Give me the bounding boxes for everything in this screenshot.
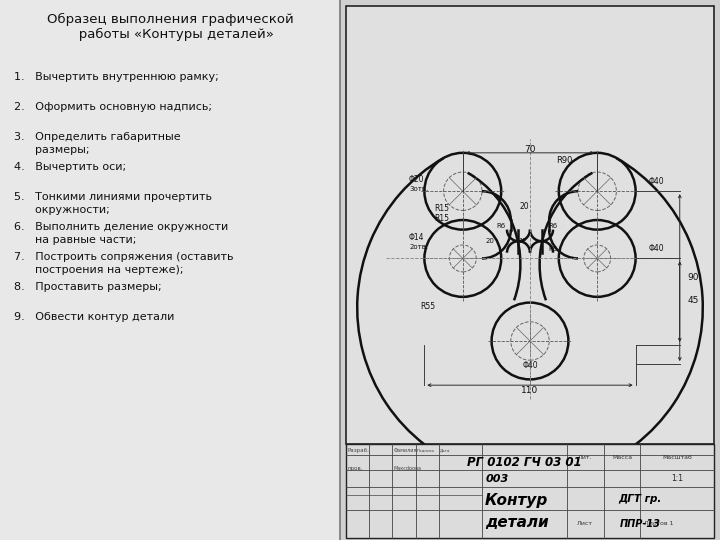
Text: РГ 0102 ГЧ 03 01: РГ 0102 ГЧ 03 01 — [467, 456, 582, 469]
Text: Φ40: Φ40 — [649, 244, 665, 253]
Text: 12: 12 — [518, 238, 527, 244]
Bar — [340, 0, 720, 540]
Text: Дата: Дата — [440, 449, 450, 453]
Text: 2.   Оформить основную надпись;: 2. Оформить основную надпись; — [14, 102, 212, 112]
Text: 9.   Обвести контур детали: 9. Обвести контур детали — [14, 312, 174, 322]
Text: 7.   Построить сопряжения (оставить
      построения на чертеже);: 7. Построить сопряжения (оставить постро… — [14, 252, 233, 275]
Text: Листов 1: Листов 1 — [644, 522, 673, 526]
Text: Φ20: Φ20 — [409, 175, 425, 184]
Text: 20: 20 — [485, 238, 494, 244]
Text: R90: R90 — [557, 156, 572, 165]
Text: R6: R6 — [497, 223, 506, 229]
Text: Φ14: Φ14 — [409, 233, 425, 242]
Bar — [346, 444, 714, 538]
Text: R15: R15 — [434, 214, 449, 222]
Text: Лист: Лист — [577, 522, 593, 526]
Text: R6: R6 — [549, 223, 558, 229]
Text: 4.   Вычертить оси;: 4. Вычертить оси; — [14, 162, 126, 172]
Text: 20: 20 — [519, 202, 529, 211]
Text: 8.   Проставить размеры;: 8. Проставить размеры; — [14, 282, 161, 292]
Text: 45: 45 — [688, 296, 699, 305]
Text: Масса: Масса — [612, 455, 632, 460]
Text: ДГТ гр.: ДГТ гр. — [618, 494, 662, 503]
Bar — [0, 0, 340, 540]
Text: Масштаб: Масштаб — [662, 455, 692, 460]
Text: Контур: Контур — [485, 493, 549, 508]
Text: Максdрова: Максdрова — [393, 466, 421, 471]
Text: Φ40: Φ40 — [649, 177, 665, 186]
Text: R55: R55 — [420, 302, 436, 311]
Text: 1.   Вычертить внутреннюю рамку;: 1. Вычертить внутреннюю рамку; — [14, 72, 219, 82]
Text: Разраб.: Разраб. — [347, 448, 369, 453]
Text: Подпись: Подпись — [417, 449, 435, 453]
Text: пров.: пров. — [347, 466, 362, 471]
Text: Образец выполнения графической
   работы «Контуры деталей»: Образец выполнения графической работы «К… — [47, 13, 293, 41]
Text: R15: R15 — [434, 204, 449, 213]
Text: детали: детали — [485, 516, 549, 530]
Text: Фамилия: Фамилия — [393, 448, 417, 453]
Text: R6: R6 — [549, 246, 558, 252]
Text: 1:1: 1:1 — [671, 474, 683, 483]
Text: 6.   Выполнить деление окружности
      на равные части;: 6. Выполнить деление окружности на равны… — [14, 222, 228, 245]
Text: 3.   Определить габаритные
      размеры;: 3. Определить габаритные размеры; — [14, 132, 181, 155]
Text: Лит.: Лит. — [578, 455, 593, 460]
Bar — [346, 6, 714, 444]
Text: 5.   Тонкими линиями прочертить
      окружности;: 5. Тонкими линиями прочертить окружности… — [14, 192, 212, 215]
Text: 90: 90 — [688, 273, 699, 282]
Text: 003: 003 — [485, 474, 508, 484]
Text: Φ40: Φ40 — [522, 361, 538, 370]
Text: ППР-13: ППР-13 — [620, 519, 661, 529]
Text: 3отв.: 3отв. — [409, 186, 428, 192]
Text: 110: 110 — [521, 387, 539, 395]
Text: 70: 70 — [524, 145, 536, 153]
Text: 2отв.: 2отв. — [409, 244, 428, 250]
